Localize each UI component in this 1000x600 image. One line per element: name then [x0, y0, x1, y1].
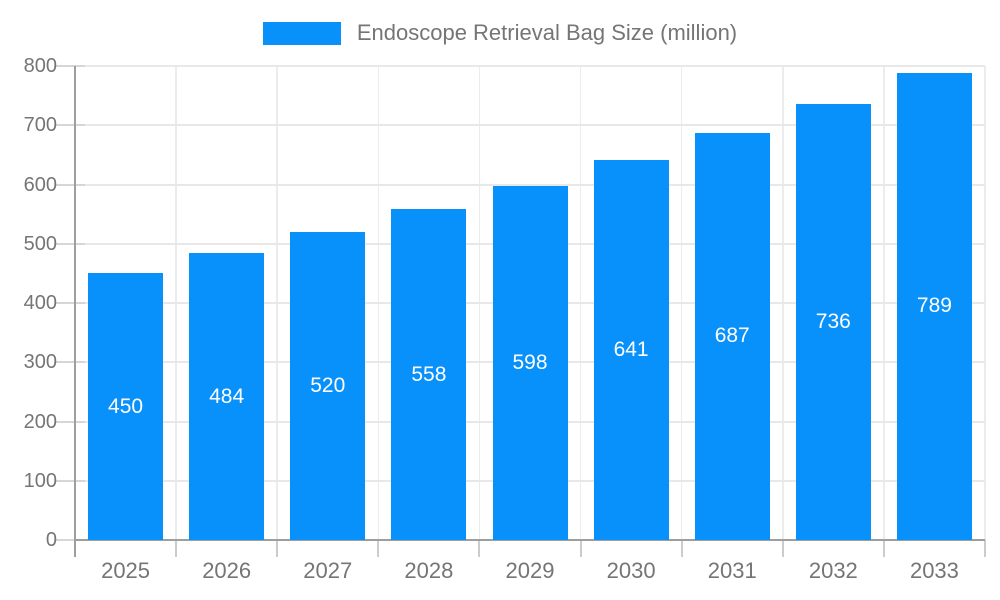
y-axis-tick [55, 302, 85, 304]
x-axis-label: 2032 [808, 558, 858, 583]
bar-value-label: 641 [613, 338, 649, 362]
bar-value-label: 450 [108, 394, 144, 418]
y-axis-label: 800 [23, 55, 57, 77]
x-axis-tick [781, 540, 784, 557]
y-axis-tick [55, 124, 85, 127]
y-axis-tick [55, 539, 85, 541]
x-axis-tick [175, 540, 178, 557]
y-axis-label: 100 [23, 469, 57, 492]
bar[interactable]: 598 [492, 185, 568, 540]
bar[interactable]: 736 [795, 103, 871, 540]
bar[interactable]: 558 [391, 209, 467, 540]
x-axis-label: 2028 [404, 558, 454, 583]
legend-label: Endoscope Retrieval Bag Size (million) [356, 20, 738, 45]
y-axis-label: 400 [23, 292, 57, 314]
y-axis-label: 700 [23, 114, 57, 137]
x-axis-tick [680, 540, 683, 557]
y-axis-tick [55, 65, 85, 67]
x-axis-label: 2027 [303, 558, 353, 583]
bar[interactable]: 789 [896, 72, 972, 540]
y-axis-line [74, 66, 76, 557]
x-axis-label: 2030 [606, 558, 656, 583]
bar-value-label: 520 [310, 373, 346, 397]
x-axis-tick [276, 540, 279, 557]
bar[interactable]: 520 [290, 231, 366, 540]
y-axis-tick [55, 479, 85, 482]
bar-value-label: 484 [209, 384, 245, 408]
x-axis-label: 2026 [202, 558, 252, 583]
legend[interactable]: Endoscope Retrieval Bag Size (million) [0, 18, 1000, 48]
bar[interactable]: 641 [593, 160, 669, 540]
bar-value-label: 789 [916, 294, 952, 318]
bar-value-label: 598 [512, 350, 548, 374]
y-axis-label: 0 [45, 529, 57, 551]
gridline-horizontal [75, 65, 985, 67]
x-axis-label: 2029 [505, 558, 555, 583]
y-axis-label: 600 [23, 173, 57, 196]
x-axis-label: 2033 [909, 558, 959, 583]
x-axis-tick [377, 540, 380, 557]
y-axis-label: 200 [23, 410, 57, 433]
y-axis-tick [55, 361, 85, 364]
y-axis-label: 500 [23, 232, 57, 255]
bar-value-label: 558 [411, 362, 447, 386]
gridline-horizontal [75, 124, 985, 127]
x-axis-label: 2025 [101, 558, 151, 583]
x-axis: 2025 2026 2027 2028 2029 2030 2031 2032 2033 [75, 557, 985, 587]
y-axis: 0 100 200 300 400 500 600 700 800 [0, 55, 57, 551]
bar-value-label: 736 [815, 309, 851, 333]
x-axis-tick [579, 540, 582, 557]
bar[interactable]: 687 [694, 132, 770, 540]
y-axis-tick [55, 242, 85, 245]
gridline-vertical [984, 66, 986, 540]
plot-area: 450 484 520 558 598 641 687 736 789 [55, 65, 986, 557]
x-axis-label: 2031 [707, 558, 757, 583]
y-axis-tick [55, 183, 85, 186]
x-axis-tick [882, 540, 885, 557]
legend-swatch-icon [262, 21, 341, 45]
bar-value-label: 687 [714, 324, 750, 348]
x-axis-tick [478, 540, 481, 557]
bar[interactable]: 484 [189, 253, 265, 540]
x-axis-line [75, 539, 985, 541]
y-axis-label: 300 [23, 351, 57, 374]
bar[interactable]: 450 [88, 273, 164, 540]
y-axis-tick [55, 420, 85, 423]
x-axis-tick [984, 540, 986, 557]
gridline-horizontal [75, 183, 985, 186]
